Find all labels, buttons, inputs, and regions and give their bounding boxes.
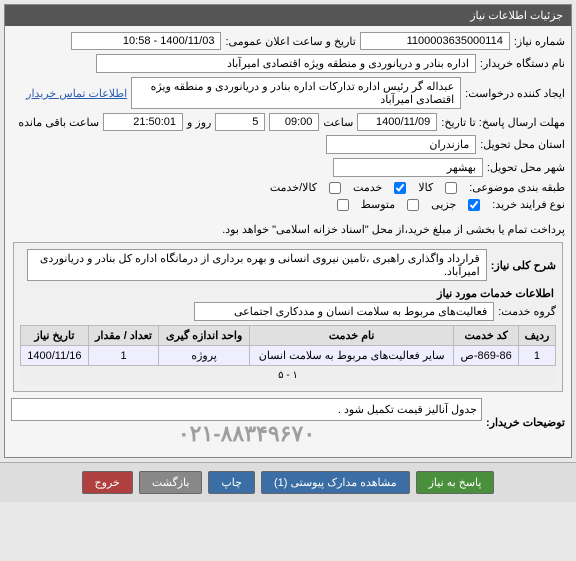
category-label: طبقه بندی موضوعی:: [469, 181, 565, 194]
buyer-device-field: اداره بنادر و دریانوردی و منطقه ویژه اقت…: [96, 54, 476, 73]
row-category: طبقه بندی موضوعی: کالا خدمت کالا/خدمت: [11, 181, 565, 194]
footer-buttons: پاسخ به نیاز مشاهده مدارک پیوستی (1) چاپ…: [0, 462, 576, 502]
purchase-type-label: نوع فرایند خرید:: [492, 198, 565, 211]
buyer-notes-label: توضیحات خریدار:: [486, 416, 565, 429]
cb-partial-label: جزیی: [431, 198, 456, 211]
th-qty: تعداد / مقدار: [88, 326, 158, 346]
announce-date-field: 1400/11/03 - 10:58: [71, 32, 221, 50]
th-name: نام خدمت: [249, 326, 453, 346]
services-table: ردیف کد خدمت نام خدمت واحد اندازه گیری ت…: [20, 325, 556, 366]
th-row: ردیف: [518, 326, 555, 346]
city-label: شهر محل تحویل:: [487, 161, 565, 174]
main-panel: جزئیات اطلاعات نیاز شماره نیاز: 11000036…: [4, 4, 572, 458]
row-province: استان محل تحویل: مازندران: [11, 135, 565, 154]
need-number-label: شماره نیاز:: [514, 35, 565, 48]
row-deadline: مهلت ارسال پاسخ: تا تاریخ: 1400/11/09 سا…: [11, 113, 565, 131]
th-code: کد خدمت: [454, 326, 519, 346]
back-button[interactable]: بازگشت: [139, 471, 203, 494]
row-need-number: شماره نیاز: 1100003635000114 تاریخ و ساع…: [11, 32, 565, 50]
panel-body: شماره نیاز: 1100003635000114 تاریخ و ساع…: [5, 26, 571, 457]
exit-button[interactable]: خروج: [82, 471, 133, 494]
td-date: 1400/11/16: [21, 346, 89, 366]
td-unit: پروژه: [159, 346, 250, 366]
creator-field: عبداله گر رئیس اداره تدارکات اداره بنادر…: [131, 77, 461, 109]
table-header-row: ردیف کد خدمت نام خدمت واحد اندازه گیری ت…: [21, 326, 556, 346]
buyer-contact-link[interactable]: اطلاعات تماس خریدار: [26, 87, 127, 100]
td-qty: 1: [88, 346, 158, 366]
deadline-time-field: 09:00: [269, 113, 319, 131]
panel-header: جزئیات اطلاعات نیاز: [5, 5, 571, 26]
description-panel: شرح کلی نیاز: قرارداد واگذاری راهبری ،تا…: [13, 242, 563, 392]
announce-date-label: تاریخ و ساعت اعلان عمومی:: [225, 35, 355, 48]
desc-title-field: قرارداد واگذاری راهبری ،تامین نیروی انسا…: [27, 249, 487, 281]
service-group-label: گروه خدمت:: [498, 305, 556, 318]
cb-goods-service-label: کالا/خدمت: [270, 181, 317, 194]
cb-service-label: خدمت: [353, 181, 382, 194]
buyer-notes-field: جدول آنالیز قیمت تکمیل شود .: [11, 398, 482, 421]
td-idx: 1: [518, 346, 555, 366]
td-code: 869-86-ص: [454, 346, 519, 366]
row-service-group: گروه خدمت: فعالیت‌های مربوط به سلامت انس…: [20, 302, 556, 321]
cb-note-label: پرداخت تمام یا بخشی از مبلغ خرید،از محل …: [222, 223, 565, 236]
print-button[interactable]: چاپ: [208, 471, 255, 494]
pagination-text: ۱ - ۵: [278, 370, 298, 381]
service-group-field: فعالیت‌های مربوط به سلامت انسان و مددکار…: [194, 302, 494, 321]
deadline-date-field: 1400/11/09: [357, 113, 437, 131]
row-city: شهر محل تحویل: بهشهر: [11, 158, 565, 177]
row-creator: ایجاد کننده درخواست: عبداله گر رئیس ادار…: [11, 77, 565, 109]
cb-service[interactable]: [394, 182, 406, 194]
services-section-title: اطلاعات خدمات مورد نیاز: [22, 287, 554, 300]
creator-label: ایجاد کننده درخواست:: [465, 87, 565, 100]
notes-content: جدول آنالیز قیمت تکمیل شود . ۰۲۱-۸۸۳۴۹۶۷…: [11, 398, 482, 447]
row-buyer-notes: توضیحات خریدار: جدول آنالیز قیمت تکمیل ش…: [11, 398, 565, 447]
desc-title-label: شرح کلی نیاز:: [491, 259, 556, 272]
remaining-time-field: 21:50:01: [103, 113, 183, 131]
td-name: سایر فعالیت‌های مربوط به سلامت انسان: [249, 346, 453, 366]
need-number-field: 1100003635000114: [360, 32, 510, 50]
phone-watermark: ۰۲۱-۸۸۳۴۹۶۷۰: [11, 421, 482, 447]
respond-button[interactable]: پاسخ به نیاز: [416, 471, 495, 494]
cb-note[interactable]: [337, 199, 349, 211]
cb-medium[interactable]: [407, 199, 419, 211]
panel-title: جزئیات اطلاعات نیاز: [470, 10, 563, 22]
province-field: مازندران: [326, 135, 476, 154]
city-field: بهشهر: [333, 158, 483, 177]
pagination[interactable]: ۱ - ۵: [20, 366, 556, 385]
days-field: 5: [215, 113, 265, 131]
days-label: روز و: [187, 116, 211, 129]
time-label-1: ساعت: [323, 116, 353, 129]
attachments-button[interactable]: مشاهده مدارک پیوستی (1): [261, 471, 410, 494]
cb-medium-label: متوسط: [361, 198, 396, 211]
th-date: تاریخ نیاز: [21, 326, 89, 346]
row-desc-title: شرح کلی نیاز: قرارداد واگذاری راهبری ،تا…: [20, 249, 556, 281]
province-label: استان محل تحویل:: [480, 138, 565, 151]
buyer-device-label: نام دستگاه خریدار:: [480, 57, 565, 70]
remaining-label: ساعت باقی مانده: [18, 116, 99, 129]
cb-goods-label: کالا: [418, 181, 433, 194]
row-buyer-device: نام دستگاه خریدار: اداره بنادر و دریانور…: [11, 54, 565, 73]
table-row: 1 869-86-ص سایر فعالیت‌های مربوط به سلام…: [21, 346, 556, 366]
cb-goods-service[interactable]: [329, 182, 341, 194]
deadline-label: مهلت ارسال پاسخ: تا تاریخ:: [441, 116, 565, 129]
cb-partial[interactable]: [468, 199, 480, 211]
cb-goods[interactable]: [445, 182, 457, 194]
th-unit: واحد اندازه گیری: [159, 326, 250, 346]
row-purchase-type: نوع فرایند خرید: جزیی متوسط پرداخت تمام …: [11, 198, 565, 236]
